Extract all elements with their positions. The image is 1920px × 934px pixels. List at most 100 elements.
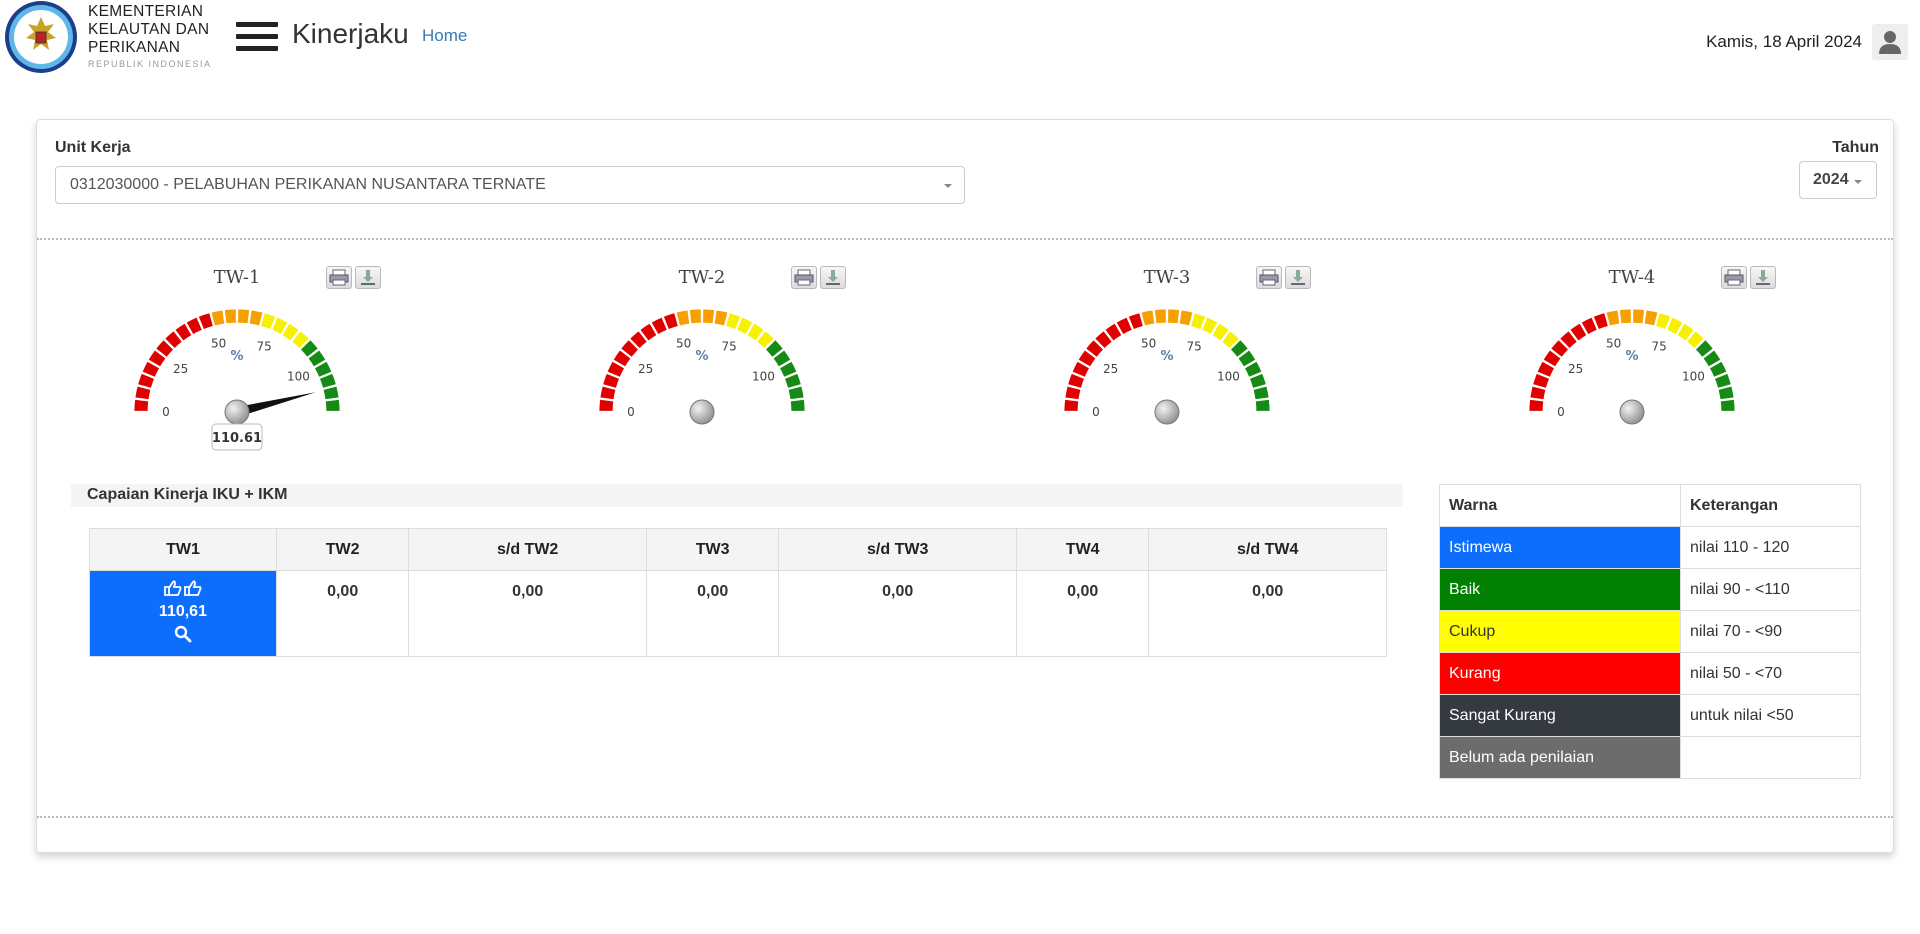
gauge-hub [1154,399,1180,425]
gauge-band-segment [606,360,626,378]
gauge-band-segment [598,398,615,412]
legend-color-istimewa: Istimewa [1439,526,1681,569]
gauge-tick-label: 50 [1141,336,1156,350]
chevron-down-icon [944,184,952,188]
gauge-band-segment [629,330,648,350]
gauge-band-segment [1569,322,1588,342]
tahun-dropdown[interactable]: 2024 [1799,161,1877,199]
gauge-band-segment [1666,316,1684,336]
top-header: KEMENTERIAN KELAUTAN DAN PERIKANAN REPUB… [0,0,1920,84]
tw1-cell[interactable]: 110,61 [89,570,277,657]
printer-icon [329,269,349,286]
app-title: Kinerjaku [292,18,409,49]
gauge-tick-label: 75 [1187,339,1202,353]
gauge-band-segment [1243,360,1263,378]
legend-desc: nilai 90 - <110 [1680,568,1861,611]
download-button[interactable] [355,266,381,289]
magnifier-icon[interactable] [174,625,192,648]
gauge-band-segment [1067,372,1086,389]
menu-icon-bar [236,34,278,39]
download-button[interactable] [1750,266,1776,289]
gauge-band-segment [133,398,150,412]
print-button[interactable] [326,266,352,289]
menu-toggle-button[interactable] [236,22,278,52]
unit-kerja-label: Unit Kerja [55,139,131,156]
gauge-tick-label: 25 [1568,362,1583,376]
col-header: TW1 [89,528,277,571]
gauge-band-segment [1559,330,1578,350]
gauge-needle [235,392,316,417]
gauge-band-segment [650,316,668,336]
print-button[interactable] [791,266,817,289]
gauge-band-segment [324,398,341,412]
print-button[interactable] [1721,266,1747,289]
gauge-value-box [211,423,263,451]
unit-kerja-value: 0312030000 - PELABUHAN PERIKANAN NUSANTA… [70,176,546,193]
gauge-band-segment [1618,308,1632,325]
gauge-band-segment [1167,308,1181,325]
gauge-band-segment [141,360,161,378]
gauge-band-segment [612,349,632,368]
main-panel: Unit Kerja 0312030000 - PELABUHAN PERIKA… [36,119,1894,853]
gauge-hub [1619,399,1645,425]
user-menu-button[interactable] [1872,24,1908,60]
gauge-band-segment [1115,316,1133,336]
gauge-tick-label: 75 [722,339,737,353]
legend-row: Cukup nilai 70 - <90 [1439,610,1861,653]
gauge-band-segment [1211,322,1230,342]
col-header: TW4 [1015,528,1150,571]
legend-color-cukup: Cukup [1439,610,1681,653]
gauge-band-segment [639,322,658,342]
tw2-cell: 0,00 [275,570,410,657]
gauge-band-segment [223,308,237,325]
gauge-band-segment [299,339,319,358]
gauge-band-segment [772,349,792,368]
gauge-band-segment [260,312,277,331]
print-button[interactable] [1256,266,1282,289]
gauge-band-segment [134,385,152,401]
gauge-band-segment [1254,398,1271,412]
gauge-tw-2: TW-2 0 25 50 75 100% [598,267,806,425]
home-link[interactable]: Home [422,26,468,45]
gauge-title: TW-4 [1609,267,1656,288]
download-button[interactable] [1285,266,1311,289]
gauge-band-segment [1127,312,1144,331]
gauge-band-segment [764,339,784,358]
gauge-band-segment [1532,372,1551,389]
legend-color-kurang: Kurang [1439,652,1681,695]
gauge-band-segment [237,308,251,325]
gauge-band-segment [281,322,300,342]
gauge-tools-tw-1 [326,266,384,293]
gauge-band-segment [1655,312,1672,331]
gauge-band-segment [688,308,702,325]
gauge-band-segment [137,372,156,389]
gauge-band-segment [164,330,183,350]
legend-desc [1680,736,1861,779]
gauge-band-segment [1580,316,1598,336]
logo-line-3: PERIKANAN [88,39,181,56]
thumbs-up-icon [90,579,276,601]
gauge-band-segment [313,360,333,378]
gauge-unit: % [1160,349,1173,364]
download-icon [1756,270,1770,285]
col-header: TW2 [275,528,410,571]
download-icon [361,270,375,285]
gauge-band-segment [675,309,691,327]
gauge-title: TW-2 [679,267,726,288]
gauge-tw-3: TW-3 0 25 50 75 100% [1063,267,1271,425]
download-button[interactable] [820,266,846,289]
gauge-band-segment [1063,398,1080,412]
unit-kerja-select[interactable]: 0312030000 - PELABUHAN PERIKANAN NUSANTA… [55,166,965,204]
gauge-band-segment [662,312,679,331]
divider [37,816,1893,818]
gauge-title: TW-1 [214,267,261,288]
divider [37,238,1893,240]
gauge-unit: % [1625,349,1638,364]
gauge-band-segment [789,398,806,412]
capaian-table: TW1 TW2 s/d TW2 TW3 s/d TW3 TW4 s/d TW4 … [89,528,1387,657]
legend-color-baik: Baik [1439,568,1681,611]
gauge-unit: % [695,349,708,364]
menu-icon [236,22,278,27]
gauge-band-segment [1248,372,1267,389]
gauge-tick-label: 100 [287,370,310,384]
